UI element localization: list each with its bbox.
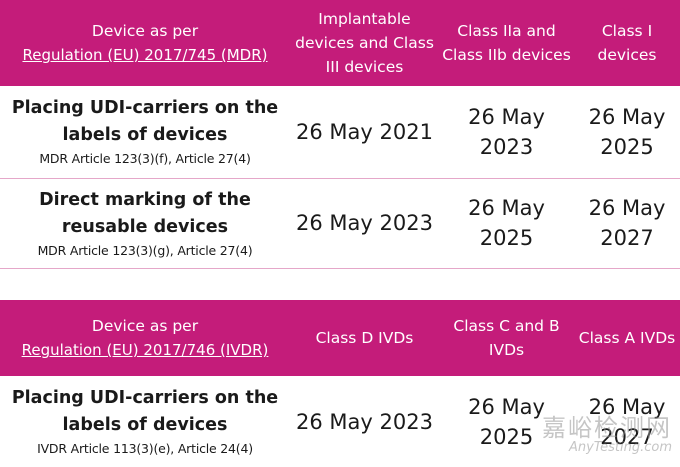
- table-row: Direct marking of the reusable devices M…: [0, 178, 680, 269]
- mdr-table: Device as per Regulation (EU) 2017/745 (…: [0, 0, 680, 269]
- mdr-header-row: Device as per Regulation (EU) 2017/745 (…: [0, 0, 680, 86]
- mdr-regulation-link[interactable]: Regulation (EU) 2017/745 (MDR): [22, 46, 268, 64]
- mdr-device-header: Device as per Regulation (EU) 2017/745 (…: [0, 0, 290, 86]
- mdr-col-class-i-header: Class I devices: [574, 0, 680, 86]
- row-label-cell: Direct marking of the reusable devices M…: [0, 178, 290, 269]
- ivdr-col-class-d-header: Class D IVDs: [290, 300, 439, 376]
- date-cell: 26 May 2025: [574, 86, 680, 179]
- row-reference: IVDR Article 113(3)(e), Article 24(4): [37, 441, 253, 456]
- ivdr-regulation-link[interactable]: Regulation (EU) 2017/746 (IVDR): [21, 341, 269, 359]
- ivdr-col-class-cb-header: Class C and B IVDs: [439, 300, 574, 376]
- row-label: Placing UDI-carriers on the labels of de…: [11, 98, 279, 146]
- date-cell: 26 May 2023: [290, 178, 439, 269]
- date-cell: 26 May 2021: [290, 86, 439, 179]
- ivdr-col-class-a-header: Class A IVDs: [574, 300, 680, 376]
- row-label: Placing UDI-carriers on the labels of de…: [11, 388, 279, 435]
- ivdr-header-row: Device as per Regulation (EU) 2017/746 (…: [0, 300, 680, 376]
- row-reference: MDR Article 123(3)(f), Article 27(4): [39, 151, 251, 167]
- date-cell: 26 May 2023: [439, 86, 574, 179]
- table-row: Placing UDI-carriers on the labels of de…: [0, 376, 680, 467]
- table-row: Placing UDI-carriers on the labels of de…: [0, 86, 680, 179]
- date-cell: 26 May 2027: [588, 394, 666, 449]
- row-label: Direct marking of the reusable devices: [39, 189, 251, 237]
- ivdr-table: Device as per Regulation (EU) 2017/746 (…: [0, 300, 680, 467]
- date-cell: 26 May 2025: [439, 178, 574, 269]
- row-reference: MDR Article 123(3)(g), Article 27(4): [37, 242, 253, 258]
- row-label-cell: Placing UDI-carriers on the labels of de…: [0, 376, 290, 467]
- row-label-cell: Placing UDI-carriers on the labels of de…: [0, 86, 290, 179]
- date-cell: 26 May 2025: [468, 394, 545, 449]
- mdr-device-label: Device as per: [91, 22, 199, 40]
- mdr-col-class-iii-header: Implantable devices and Class III device…: [290, 0, 439, 86]
- date-cell: 26 May 2023: [296, 409, 433, 434]
- ivdr-device-header: Device as per Regulation (EU) 2017/746 (…: [0, 300, 290, 376]
- mdr-col-class-ii-header: Class IIa and Class IIb devices: [439, 0, 574, 86]
- date-cell: 26 May 2027: [574, 178, 680, 269]
- ivdr-device-label: Device as per: [91, 317, 199, 335]
